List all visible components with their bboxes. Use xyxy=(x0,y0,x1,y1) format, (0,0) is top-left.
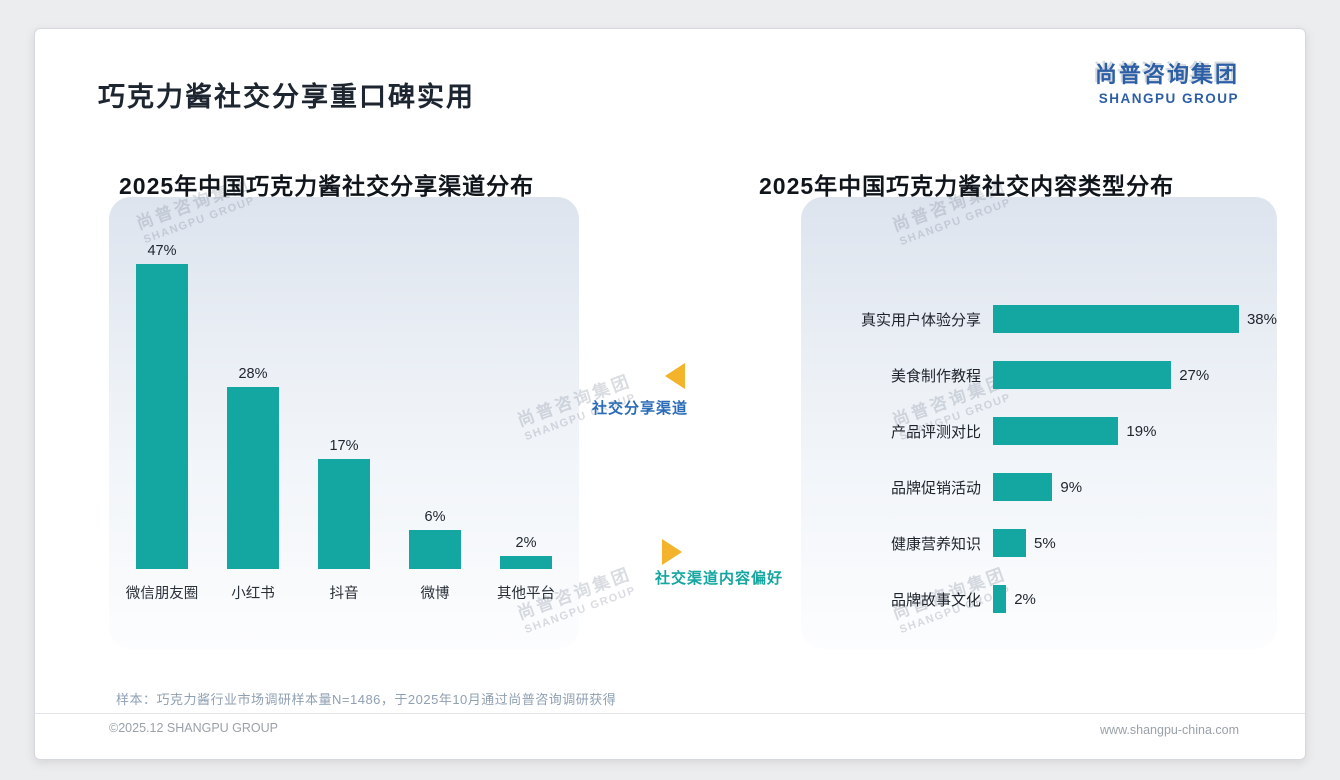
bar-category-label: 微信朋友圈 xyxy=(125,586,199,602)
bar xyxy=(318,458,370,569)
bar xyxy=(993,305,1239,333)
bar-category-label: 品牌故事文化 xyxy=(890,591,981,609)
bar-row: 健康营养知识 5% xyxy=(831,515,1277,571)
bar-category-label: 其他平台 xyxy=(497,586,555,602)
bar-value-label: 27% xyxy=(1179,366,1210,384)
logo-english-name: SHANGPU GROUP xyxy=(1098,91,1239,106)
bar-stack: 6% xyxy=(409,197,461,569)
vertical-bar-chart: 47% 微信朋友圈 28% 小红书 17% 抖音 6% 微博 2% 其他平台 xyxy=(109,197,579,603)
bar xyxy=(500,556,552,569)
bar-category-label: 美食制作教程 xyxy=(890,367,981,385)
bar-row: 美食制作教程 27% xyxy=(831,347,1277,403)
bar-value-label: 9% xyxy=(1060,478,1083,496)
bar xyxy=(993,473,1053,501)
bar-category-label: 微博 xyxy=(420,586,450,602)
bar-column: 17% 抖音 xyxy=(299,197,390,603)
bar xyxy=(409,530,461,569)
bar-category-label: 小红书 xyxy=(231,586,275,602)
bar-category-label: 真实用户体验分享 xyxy=(860,311,981,329)
bar-row: 真实用户体验分享 38% xyxy=(831,291,1277,347)
logo-chinese-name: 尚普咨询集团 xyxy=(1094,62,1239,87)
right-chart-panel: 真实用户体验分享 38% 美食制作教程 27% 产品评测对比 19% 品牌促销活动 9% 健康营… xyxy=(801,197,1277,649)
bar-value-label: 2% xyxy=(515,535,537,551)
triangle-right-icon xyxy=(662,539,682,565)
annotation-content-preference: 社交渠道内容偏好 xyxy=(655,570,784,587)
annotation-share-channels: 社交分享渠道 xyxy=(592,400,689,417)
bar-column: 28% 小红书 xyxy=(208,197,299,603)
bar xyxy=(227,387,279,569)
bar-value-label: 28% xyxy=(238,366,268,382)
bar-category-label: 健康营养知识 xyxy=(890,535,981,553)
bar-column: 2% 其他平台 xyxy=(481,197,572,603)
bar-stack: 17% xyxy=(318,197,370,569)
bar-category-label: 品牌促销活动 xyxy=(890,479,981,497)
bar-category-label: 抖音 xyxy=(329,586,359,602)
bar-value-label: 2% xyxy=(1014,590,1036,608)
slide-card: 尚普咨询集团 SHANGPU GROUP 尚普咨询集团 SHANGPU GROUP 尚普… xyxy=(34,28,1306,760)
bar-stack: 47% xyxy=(136,197,188,569)
bar-stack: 28% xyxy=(227,197,279,569)
right-chart-title: 2025年中国巧克力酱社交内容类型分布 xyxy=(759,173,1175,199)
bar xyxy=(993,585,1007,613)
bar-value-label: 5% xyxy=(1034,534,1056,552)
bar-value-label: 47% xyxy=(147,242,177,259)
horizontal-bar-chart: 真实用户体验分享 38% 美食制作教程 27% 产品评测对比 19% 品牌促销活动 9% 健康营… xyxy=(801,197,1277,627)
website-url: www.shangpu-china.com xyxy=(1100,723,1239,737)
bar xyxy=(136,263,188,569)
bar-value-label: 19% xyxy=(1126,422,1157,440)
bar xyxy=(993,417,1119,445)
bar xyxy=(993,529,1026,557)
bar-stack: 2% xyxy=(500,197,552,569)
bar-row: 产品评测对比 19% xyxy=(831,403,1277,459)
left-chart-title: 2025年中国巧克力酱社交分享渠道分布 xyxy=(119,173,535,199)
triangle-left-icon xyxy=(665,363,685,389)
company-logo: 尚普咨询集团 SHANGPU GROUP xyxy=(1095,57,1239,106)
footer-divider xyxy=(35,713,1305,714)
bar-category-label: 产品评测对比 xyxy=(890,423,981,441)
bar-value-label: 17% xyxy=(329,437,359,454)
page-title: 巧克力酱社交分享重口碑实用 xyxy=(98,82,475,112)
bar-value-label: 6% xyxy=(424,509,446,525)
bar xyxy=(993,361,1172,389)
copyright-text: ©2025.12 SHANGPU GROUP xyxy=(109,721,278,735)
bar-row: 品牌促销活动 9% xyxy=(831,459,1277,515)
left-chart-panel: 47% 微信朋友圈 28% 小红书 17% 抖音 6% 微博 2% 其他平台 xyxy=(109,197,579,649)
sample-note: 样本：巧克力酱行业市场调研样本量N=1486，于2025年10月通过尚普咨询调研… xyxy=(116,692,617,707)
bar-value-label: 38% xyxy=(1246,310,1277,328)
bar-column: 47% 微信朋友圈 xyxy=(117,197,208,603)
bar-row: 品牌故事文化 2% xyxy=(831,571,1277,627)
bar-column: 6% 微博 xyxy=(390,197,481,603)
